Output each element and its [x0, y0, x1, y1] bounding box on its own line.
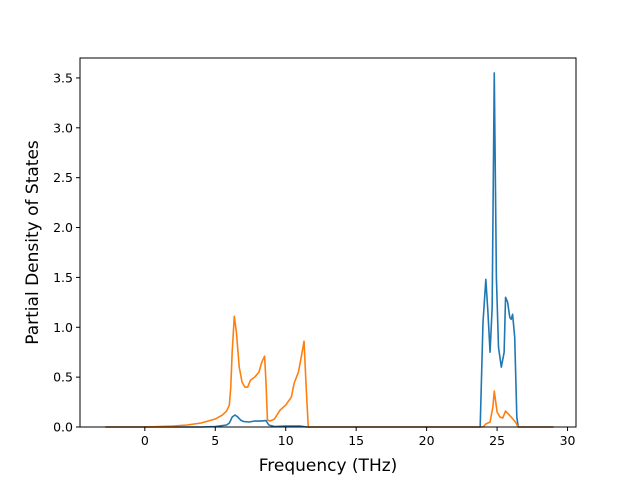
- x-tick-label: 25: [489, 433, 505, 448]
- plot-area: [80, 58, 576, 427]
- y-tick-label: 1.5: [53, 270, 73, 285]
- plot-background: [80, 58, 576, 427]
- x-tick-label: 15: [348, 433, 364, 448]
- x-axis-label: Frequency (THz): [259, 456, 398, 476]
- y-tick-label: 3.0: [53, 120, 73, 135]
- x-tick-label: 20: [419, 433, 435, 448]
- y-tick-label: 0.0: [53, 420, 73, 435]
- series-line-2: [105, 315, 554, 428]
- x-tick-label: 10: [278, 433, 294, 448]
- y-tick-label: 3.5: [53, 70, 73, 85]
- y-tick-label: 1.0: [53, 320, 73, 335]
- y-axis-ticks: 0.0 0.5 1.0 1.5 2.0 2.5 3.0 3.5: [53, 70, 80, 435]
- x-tick-label: 0: [141, 433, 149, 448]
- x-axis-ticks: 0 5 10 15 20 25 30: [141, 427, 576, 448]
- y-tick-label: 2.5: [53, 170, 73, 185]
- y-tick-label: 0.5: [53, 370, 73, 385]
- y-tick-label: 2.0: [53, 220, 73, 235]
- x-tick-label: 30: [560, 433, 576, 448]
- x-tick-label: 5: [211, 433, 219, 448]
- y-axis-label: Partial Density of States: [23, 140, 43, 345]
- plot-frame: [79, 57, 577, 428]
